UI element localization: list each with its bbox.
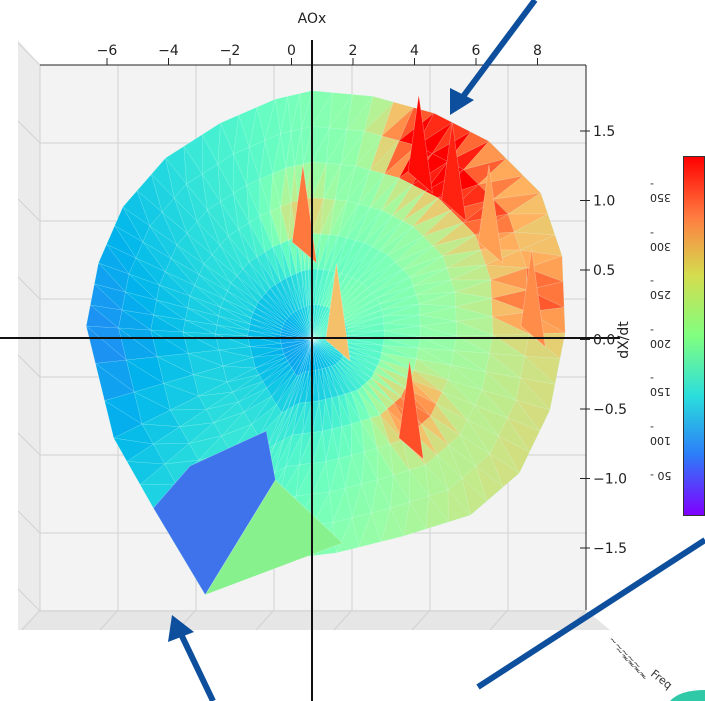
x-tick-label: 2 [349, 43, 358, 59]
y-tick-label: −0.5 [593, 402, 627, 418]
x-tick-label: −6 [97, 43, 118, 59]
colorbar-tick-label: 300 - [650, 226, 671, 253]
x-axis-label: AOx [298, 11, 327, 27]
z-tick-clutter: ~~~~~ ~~~~~ ~~~~ [606, 634, 649, 683]
arrow-bottom-right [476, 537, 705, 690]
y-tick-label: 1.5 [593, 124, 615, 140]
colorbar-tick-label: 250 - [650, 275, 671, 301]
colorbar-tick-label: 200 - [650, 323, 671, 350]
colorbar [683, 156, 705, 516]
y-tick-label: −1.0 [593, 472, 627, 488]
z-axis-label: Freq [648, 667, 675, 692]
x-tick-label: 8 [533, 43, 542, 59]
arrow-bottom-left-head [168, 615, 194, 642]
center-axes [0, 40, 620, 701]
arrow-bottom-left [177, 630, 216, 701]
arrow-top-head [450, 88, 474, 115]
colorbar-tick-label: 100 - [650, 420, 671, 447]
annotation-arrows [168, 0, 705, 701]
y-tick-label: −1.5 [593, 541, 627, 557]
x-tick-labels: −6 −4 −2 0 2 4 6 8 [97, 43, 542, 65]
x-tick-label: 4 [410, 43, 419, 59]
x-tick-label: 0 [287, 43, 296, 59]
x-tick-label: 6 [472, 43, 481, 59]
colorbar-tick-label: 50 - [650, 469, 672, 482]
y-tick-label: 0.5 [593, 263, 615, 279]
y-tick-labels: 1.5 1.0 0.5 0.0 −0.5 −1.0 −1.5 [580, 124, 627, 557]
corner-decoration [670, 690, 705, 701]
y-axis-label: dX/dt [616, 321, 632, 359]
y-tick-label: 0.0 [593, 333, 615, 349]
colorbar-tick-label: 150 - [650, 372, 671, 398]
arrow-top [459, 0, 538, 100]
x-tick-label: −2 [220, 43, 241, 59]
colorbar-tick-label: 350 - [650, 178, 671, 204]
y-tick-label: 1.0 [593, 194, 615, 210]
x-tick-label: −4 [158, 43, 179, 59]
